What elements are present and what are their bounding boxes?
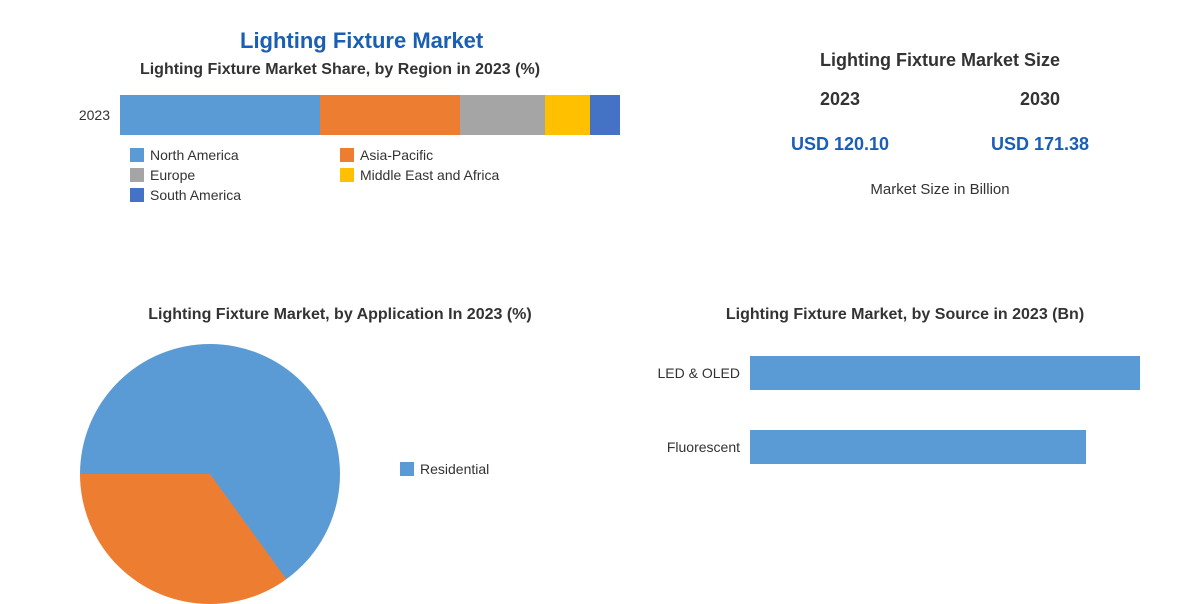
size-title: Lighting Fixture Market Size [740, 50, 1140, 71]
page-title: Lighting Fixture Market [240, 28, 483, 54]
legend-label: Residential [420, 461, 489, 477]
source-chart: Lighting Fixture Market, by Source in 20… [640, 305, 1170, 504]
pie-wrap: Residential [60, 344, 620, 604]
source-chart-title: Lighting Fixture Market, by Source in 20… [640, 305, 1170, 326]
legend-item: Asia-Pacific [340, 147, 600, 163]
source-bar-label: Fluorescent [640, 439, 750, 455]
market-size-panel: Lighting Fixture Market Size 2023 USD 12… [740, 50, 1140, 198]
legend-swatch [400, 462, 414, 476]
region-share-chart: Lighting Fixture Market Share, by Region… [60, 60, 620, 203]
region-segment [545, 95, 590, 135]
region-stacked-bar [120, 95, 620, 135]
source-bar [750, 430, 1086, 464]
legend-item: Residential [400, 461, 489, 477]
legend-item: North America [130, 147, 340, 163]
size-row: 2023 USD 120.10 2030 USD 171.38 [740, 89, 1140, 155]
region-y-label: 2023 [60, 107, 120, 123]
region-bar-row: 2023 [60, 95, 620, 135]
size-year-1: 2030 [991, 89, 1089, 110]
legend-item: South America [130, 187, 340, 203]
region-segment [320, 95, 460, 135]
legend-label: North America [150, 147, 239, 163]
size-caption: Market Size in Billion [740, 181, 1140, 198]
legend-label: Middle East and Africa [360, 167, 499, 183]
source-bar [750, 356, 1140, 390]
region-segment [590, 95, 620, 135]
legend-label: South America [150, 187, 241, 203]
source-bar-row: Fluorescent [640, 430, 1170, 464]
size-col-1: 2030 USD 171.38 [991, 89, 1089, 155]
size-value-0: USD 120.10 [791, 134, 889, 155]
size-col-0: 2023 USD 120.10 [791, 89, 889, 155]
legend-item: Middle East and Africa [340, 167, 600, 183]
size-year-0: 2023 [791, 89, 889, 110]
legend-swatch [130, 168, 144, 182]
region-segment [120, 95, 320, 135]
legend-swatch [130, 188, 144, 202]
region-chart-title: Lighting Fixture Market Share, by Region… [60, 60, 620, 81]
app-chart-title: Lighting Fixture Market, by Application … [60, 305, 620, 326]
legend-swatch [340, 168, 354, 182]
legend-label: Asia-Pacific [360, 147, 433, 163]
application-legend: Residential [400, 461, 489, 487]
source-bars: LED & OLED Fluorescent [640, 356, 1170, 464]
source-bar-label: LED & OLED [640, 365, 750, 381]
legend-item: Europe [130, 167, 340, 183]
legend-swatch [340, 148, 354, 162]
region-legend: North America Asia-Pacific Europe Middle Ea… [130, 147, 620, 203]
size-value-1: USD 171.38 [991, 134, 1089, 155]
legend-label: Europe [150, 167, 195, 183]
region-segment [460, 95, 545, 135]
application-chart: Lighting Fixture Market, by Application … [60, 305, 620, 604]
legend-swatch [130, 148, 144, 162]
source-bar-row: LED & OLED [640, 356, 1170, 390]
application-pie [80, 344, 340, 604]
